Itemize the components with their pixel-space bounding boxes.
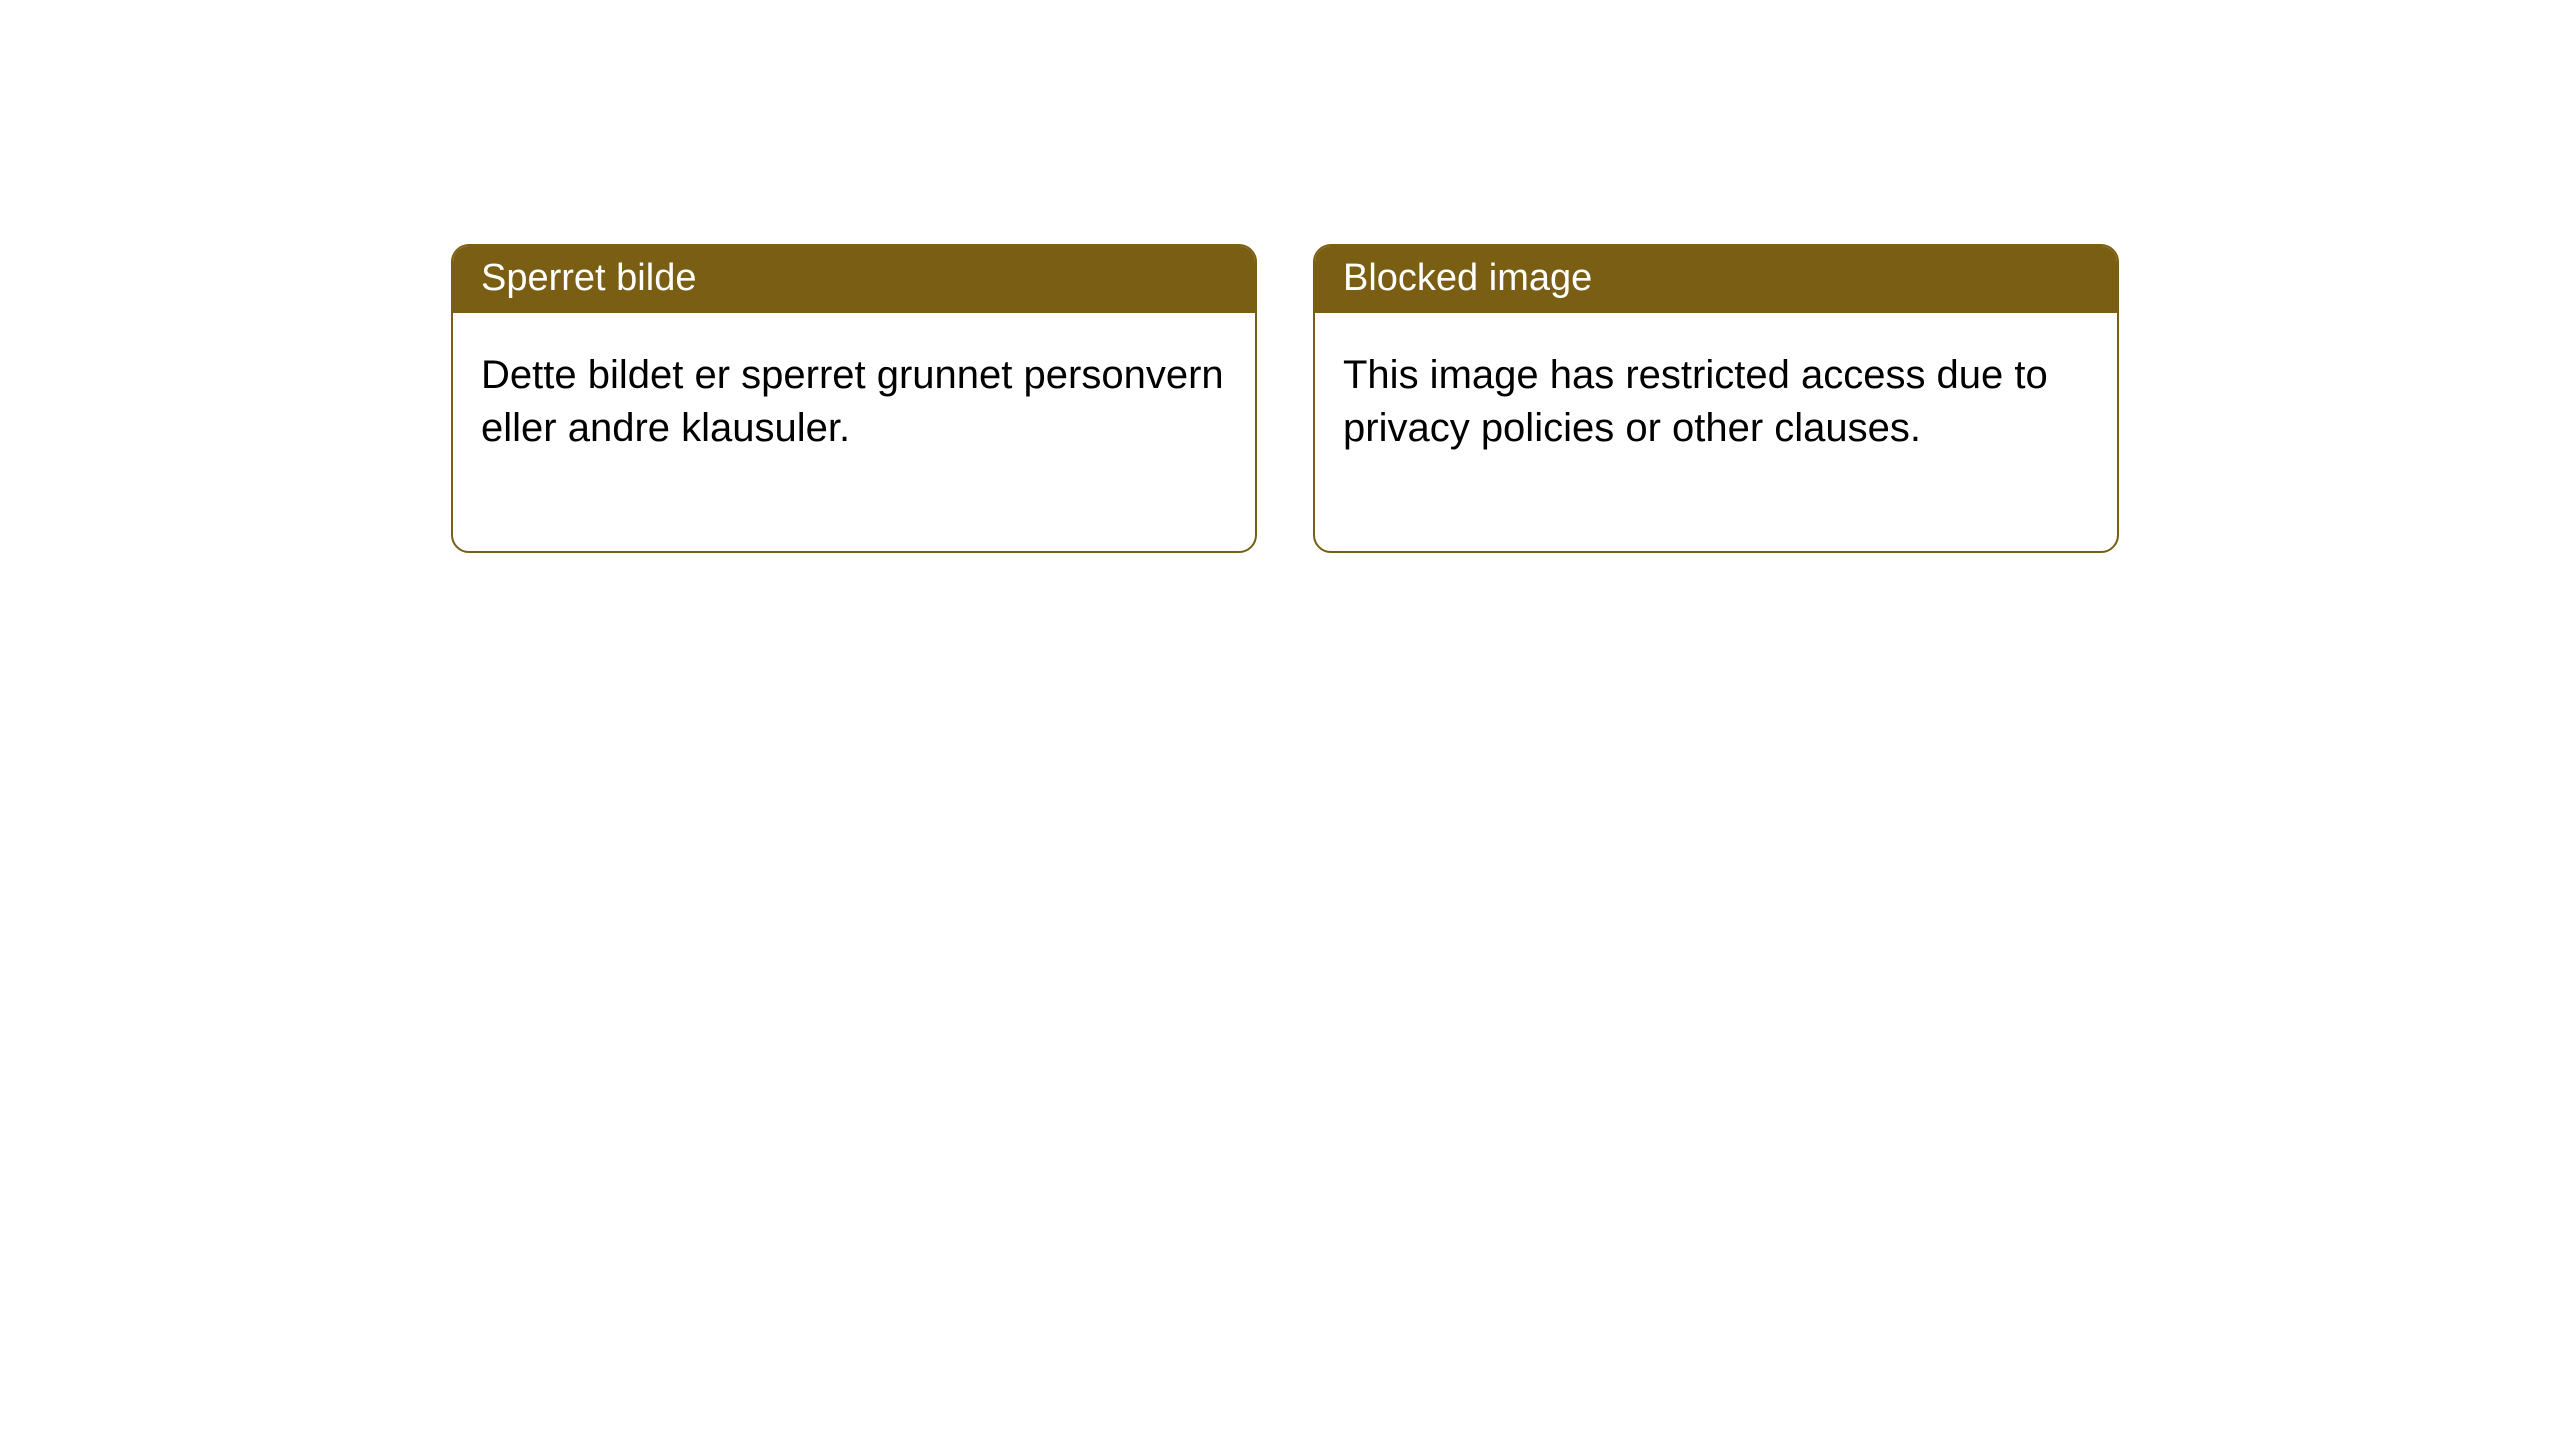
- notice-message: Dette bildet er sperret grunnet personve…: [453, 313, 1255, 551]
- notice-card-english: Blocked image This image has restricted …: [1313, 244, 2119, 553]
- notice-header: Blocked image: [1315, 246, 2117, 313]
- notice-message: This image has restricted access due to …: [1315, 313, 2117, 551]
- notice-header: Sperret bilde: [453, 246, 1255, 313]
- notice-card-norwegian: Sperret bilde Dette bildet er sperret gr…: [451, 244, 1257, 553]
- notice-container: Sperret bilde Dette bildet er sperret gr…: [0, 0, 2560, 553]
